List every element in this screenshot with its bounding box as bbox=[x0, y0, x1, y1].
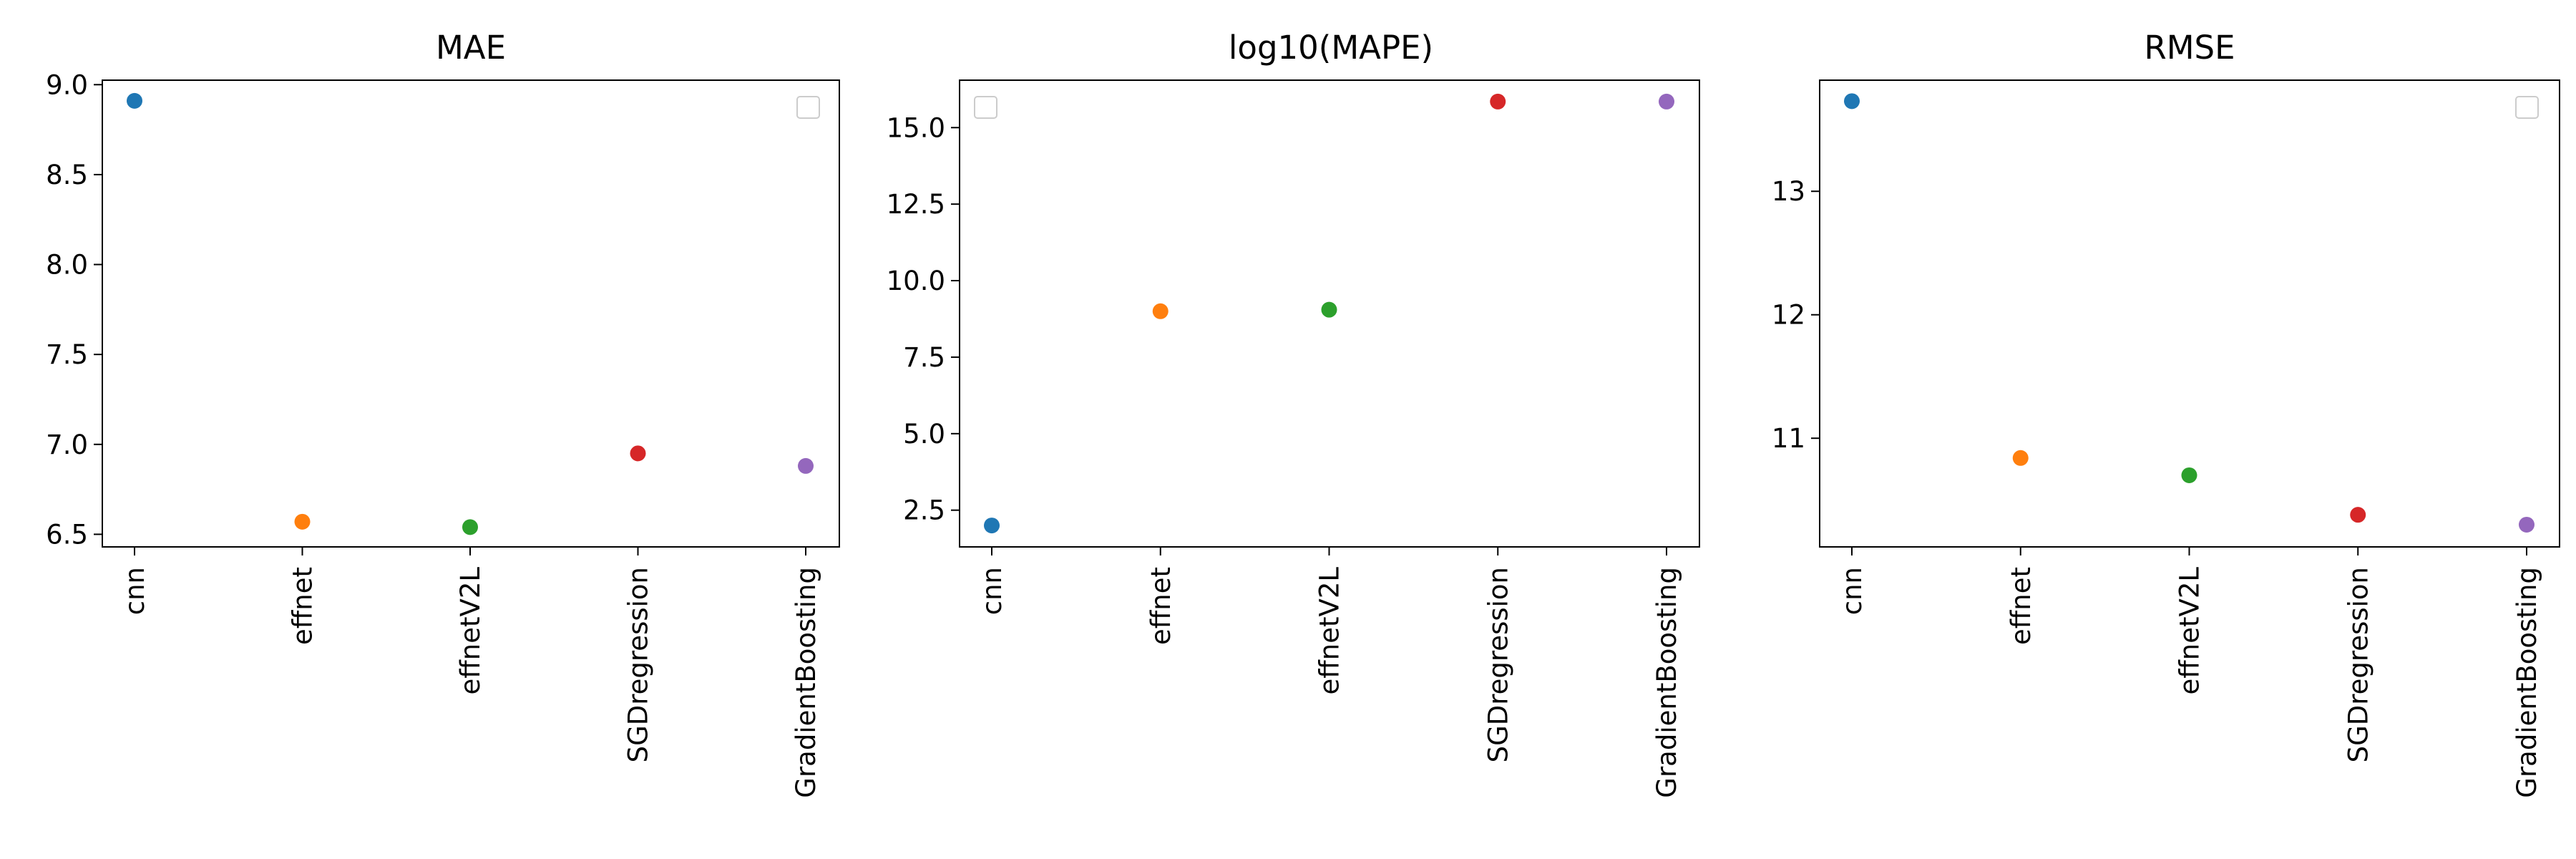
data-point bbox=[630, 445, 646, 462]
data-point bbox=[2519, 516, 2534, 533]
panel-title: RMSE bbox=[2144, 29, 2235, 67]
x-tick-label: effnetV2L bbox=[2175, 567, 2205, 695]
rmse-plot-frame bbox=[1819, 79, 2560, 548]
x-tick-label: GradientBoosting bbox=[2512, 567, 2542, 798]
data-point bbox=[1490, 93, 1506, 110]
x-tick-label: effnet bbox=[1146, 567, 1176, 645]
rmse-ticks: 11 12 13 cnn effnet effnetV2L SGDregression Gra… bbox=[1772, 176, 2542, 797]
y-tick-label: 8.5 bbox=[46, 160, 88, 190]
mae-ticks: 6.5 7.0 7.5 8.0 8.5 9.0 cnn effnet effnetV2L SGDr… bbox=[46, 69, 821, 797]
mae-plot-frame bbox=[102, 79, 840, 548]
log10-mape-legend-box bbox=[974, 96, 997, 119]
y-tick-label: 12 bbox=[1772, 300, 1805, 331]
y-tick-label: 6.5 bbox=[46, 519, 88, 550]
y-tick-label: 12.5 bbox=[887, 189, 945, 220]
data-point bbox=[294, 513, 311, 530]
panel-rmse: RMSE 11 12 13 cnn effnet effnetV2L SGDregressi… bbox=[1772, 29, 2560, 798]
data-point bbox=[462, 519, 478, 535]
x-tick-label: effnetV2L bbox=[455, 567, 486, 695]
x-tick-label: SGDregression bbox=[2343, 567, 2373, 762]
log10-mape-plot-frame bbox=[959, 79, 1700, 548]
data-point bbox=[1152, 303, 1169, 319]
panel-title: log10(MAPE) bbox=[1229, 29, 1433, 67]
data-point bbox=[1659, 93, 1674, 110]
y-tick-label: 2.5 bbox=[903, 495, 945, 526]
x-tick-label: cnn bbox=[977, 567, 1008, 615]
mae-points bbox=[127, 92, 814, 535]
mae-legend-box bbox=[796, 96, 820, 119]
y-tick-label: 10.0 bbox=[887, 266, 945, 296]
y-tick-label: 7.0 bbox=[46, 430, 88, 460]
x-tick-label: GradientBoosting bbox=[791, 567, 821, 798]
x-tick-label: SGDregression bbox=[1483, 567, 1513, 762]
y-tick-label: 9.0 bbox=[46, 69, 88, 100]
y-tick-label: 7.5 bbox=[903, 342, 945, 373]
rmse-points bbox=[1844, 93, 2534, 533]
x-tick-label: effnetV2L bbox=[1314, 567, 1345, 695]
rmse-legend-box bbox=[2515, 96, 2539, 119]
x-tick-label: effnet bbox=[2006, 567, 2036, 645]
data-point bbox=[2350, 507, 2366, 523]
x-tick-label: effnet bbox=[288, 567, 318, 645]
data-point bbox=[127, 92, 142, 109]
y-tick-label: 7.5 bbox=[46, 339, 88, 370]
data-point bbox=[1844, 93, 1860, 110]
data-point bbox=[2012, 450, 2029, 466]
x-tick-label: GradientBoosting bbox=[1652, 567, 1682, 798]
panel-log10-mape: log10(MAPE) 2.5 5.0 7.5 10.0 12.5 15.0 cnn effn… bbox=[887, 29, 1700, 798]
data-point bbox=[2181, 467, 2197, 483]
data-point bbox=[1321, 301, 1337, 318]
data-point bbox=[798, 457, 814, 474]
log10-mape-points bbox=[984, 93, 1674, 534]
log10-mape-ticks: 2.5 5.0 7.5 10.0 12.5 15.0 cnn effnet effnetV2L S… bbox=[887, 112, 1682, 797]
y-tick-label: 11 bbox=[1772, 423, 1805, 454]
panel-title: MAE bbox=[436, 29, 506, 67]
y-tick-label: 15.0 bbox=[887, 112, 945, 143]
panel-mae: MAE 6.5 7.0 7.5 8.0 8.5 9.0 cnn effnet effnetV2L… bbox=[46, 29, 840, 798]
x-tick-label: cnn bbox=[1837, 567, 1868, 615]
x-tick-label: SGDregression bbox=[623, 567, 654, 762]
y-tick-label: 5.0 bbox=[903, 419, 945, 450]
y-tick-label: 13 bbox=[1772, 176, 1805, 207]
data-point bbox=[984, 518, 1000, 534]
x-tick-label: cnn bbox=[119, 567, 150, 615]
y-tick-label: 8.0 bbox=[46, 250, 88, 281]
